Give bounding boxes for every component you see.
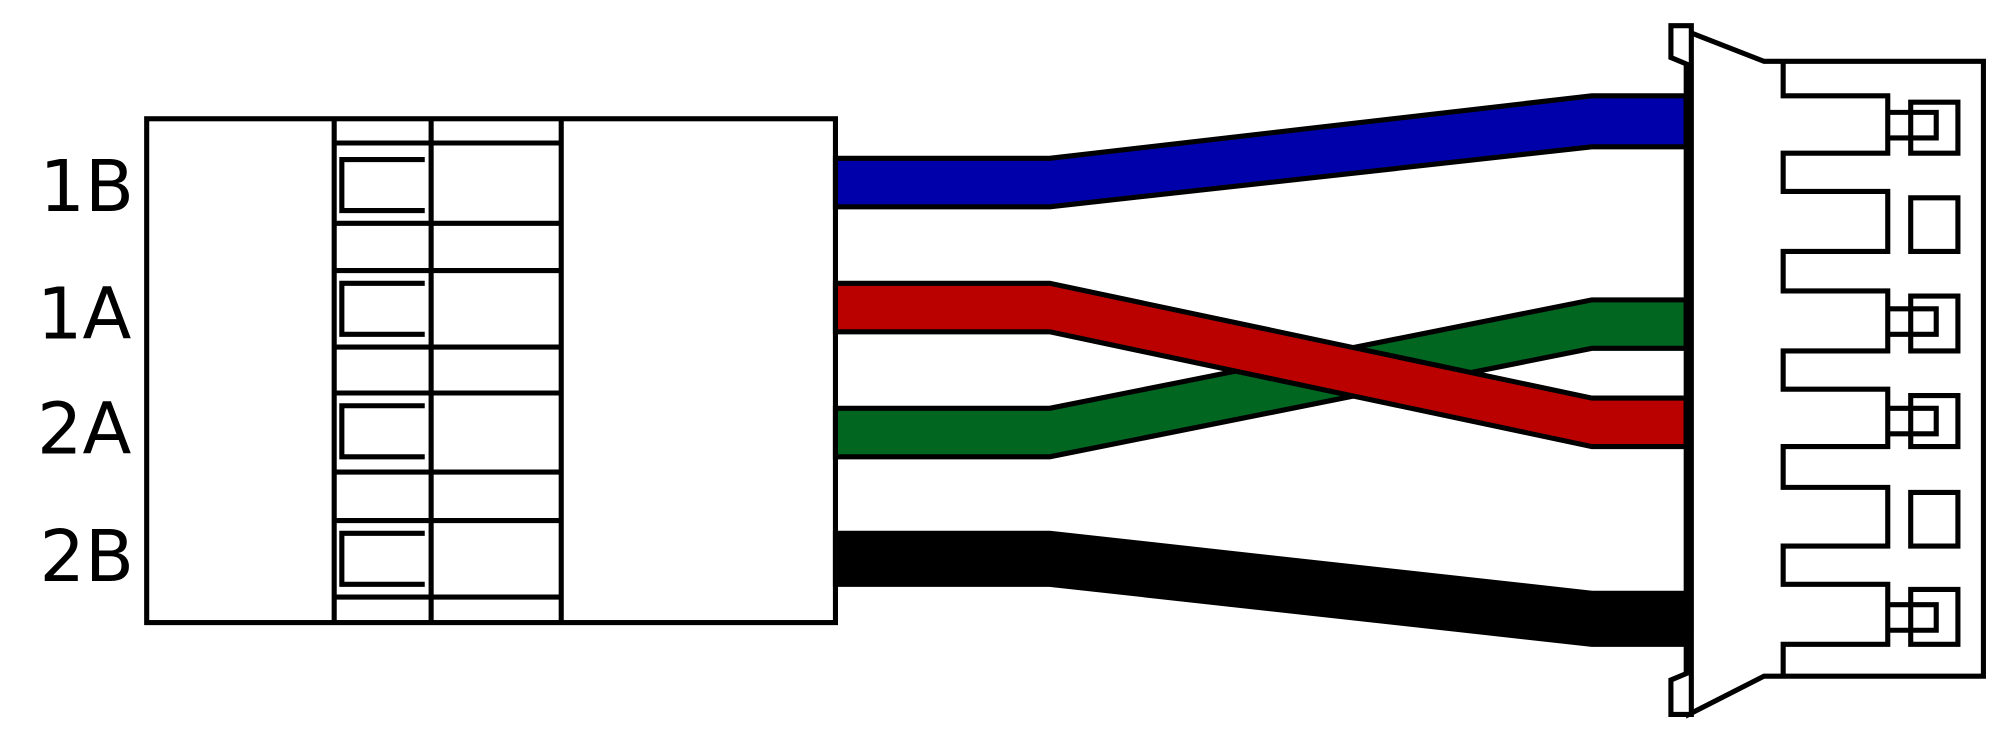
pin-label: 2A (37, 387, 131, 470)
pin-label: 1A (37, 273, 131, 356)
labels: 1B 1A 2A 2B (37, 145, 134, 598)
left-connector (144, 116, 839, 626)
connector-flange (1668, 23, 1694, 717)
wire-black (832, 530, 1689, 647)
pin-label: 1B (40, 145, 134, 228)
pin-label: 2B (40, 515, 134, 598)
connector-body (1686, 28, 1986, 719)
right-connector (1668, 23, 1986, 719)
wire-blue (832, 93, 1689, 210)
wires (832, 93, 1689, 647)
connector-body (144, 116, 839, 626)
